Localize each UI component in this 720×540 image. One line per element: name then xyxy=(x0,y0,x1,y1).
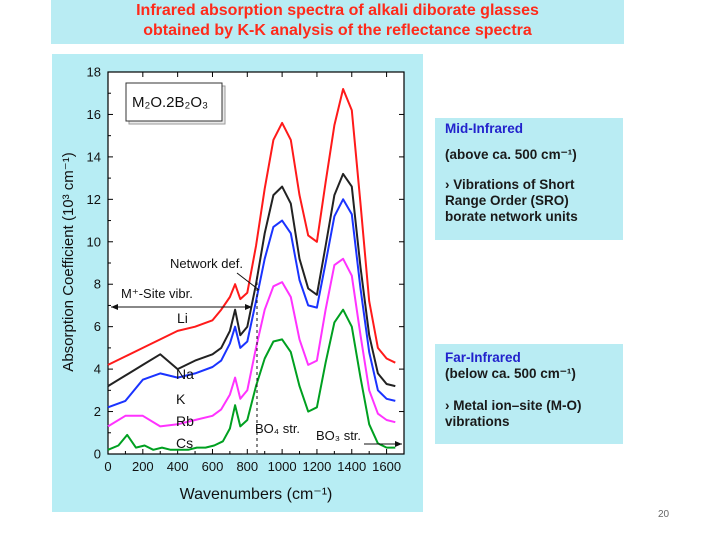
y-tick-label: 16 xyxy=(87,107,101,122)
y-tick-label: 8 xyxy=(94,277,101,292)
series-line-li xyxy=(107,88,396,366)
mid-infrared-line-3: borate network units xyxy=(445,209,578,224)
bo4-str-label: BO₄ str. xyxy=(255,421,300,436)
x-tick-label: 1000 xyxy=(268,459,297,474)
slide-title-line-2: obtained by K-K analysis of the reflecta… xyxy=(143,22,532,39)
mid-infrared-heading: Mid-Infrared xyxy=(445,121,524,136)
x-tick-label: 400 xyxy=(167,459,189,474)
page-number: 20 xyxy=(658,509,670,520)
y-tick-label: 10 xyxy=(87,234,101,249)
y-tick-label: 6 xyxy=(94,319,101,334)
series-label-li: Li xyxy=(177,310,188,326)
x-tick-label: 0 xyxy=(104,459,111,474)
series-label-cs: Cs xyxy=(176,435,193,451)
mid-infrared-bullet: Vibrations of Short xyxy=(453,177,575,192)
far-infrared-box: Far-Infrared (below ca. 500 cm⁻¹) › Meta… xyxy=(435,344,623,444)
series-line-cs xyxy=(107,308,396,451)
arrow-bullet-icon: › xyxy=(445,177,450,192)
x-tick-label: 1600 xyxy=(372,459,401,474)
series-line-rb xyxy=(107,257,396,428)
y-tick-label: 12 xyxy=(87,192,101,207)
y-tick-label: 2 xyxy=(94,404,101,419)
far-infrared-range: (below ca. 500 cm⁻¹) xyxy=(445,366,576,381)
series-label-na: Na xyxy=(176,366,194,382)
arrow-bullet-icon: › xyxy=(445,398,450,413)
y-tick-label: 4 xyxy=(94,362,101,377)
mid-infrared-range: (above ca. 500 cm⁻¹) xyxy=(445,147,577,162)
series-line-k xyxy=(107,198,396,409)
ir-spectra-chart: 0 200 400 600 800 1000 1200 1400 1600 0 2 4 6 8 10 12 14… xyxy=(60,65,405,503)
formula-label: M₂O.2B₂O₃ xyxy=(132,94,208,111)
y-axis-title: Absorption Coefficient (10³ cm⁻¹) xyxy=(60,152,77,371)
far-infrared-bullet: Metal ion–site (M-O) xyxy=(453,398,582,413)
bo3-str-label: BO₃ str. xyxy=(316,428,361,443)
far-infrared-line-2: vibrations xyxy=(445,414,510,429)
x-axis-title: Wavenumbers (cm⁻¹) xyxy=(180,486,333,503)
series-label-rb: Rb xyxy=(176,413,194,429)
series-line-na xyxy=(107,172,396,388)
y-tick-label: 18 xyxy=(87,65,101,80)
site-vibr-label: M⁺-Site vibr. xyxy=(121,286,193,301)
x-tick-label: 200 xyxy=(132,459,154,474)
x-tick-label: 1400 xyxy=(337,459,366,474)
figure-panel: 0 200 400 600 800 1000 1200 1400 1600 0 2 4 6 8 10 12 14… xyxy=(52,54,423,512)
mid-infrared-box: Mid-Infrared (above ca. 500 cm⁻¹) › Vibr… xyxy=(435,118,623,240)
series-label-k: K xyxy=(176,391,186,407)
bo3-arrowhead xyxy=(395,441,402,447)
y-tick-label: 14 xyxy=(87,149,101,164)
mid-infrared-line-2: Range Order (SRO) xyxy=(445,193,569,208)
y-tick-label: 0 xyxy=(94,447,101,462)
formula-box xyxy=(125,82,223,122)
site-vibr-arrowhead-left xyxy=(111,304,118,310)
network-def-pointer xyxy=(236,272,260,291)
network-def-label: Network def. xyxy=(170,256,243,271)
slide-title-line-1: Infrared absorption spectra of alkali di… xyxy=(136,2,539,19)
x-tick-label: 600 xyxy=(202,459,224,474)
x-tick-label: 800 xyxy=(236,459,258,474)
x-tick-label: 1200 xyxy=(302,459,331,474)
far-infrared-heading: Far-Infrared xyxy=(445,350,521,365)
title-banner: Infrared absorption spectra of alkali di… xyxy=(51,0,624,44)
site-vibr-arrowhead-right xyxy=(245,304,252,310)
